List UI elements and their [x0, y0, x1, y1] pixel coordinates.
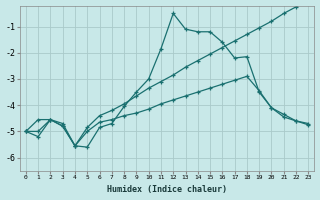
- X-axis label: Humidex (Indice chaleur): Humidex (Indice chaleur): [107, 185, 227, 194]
